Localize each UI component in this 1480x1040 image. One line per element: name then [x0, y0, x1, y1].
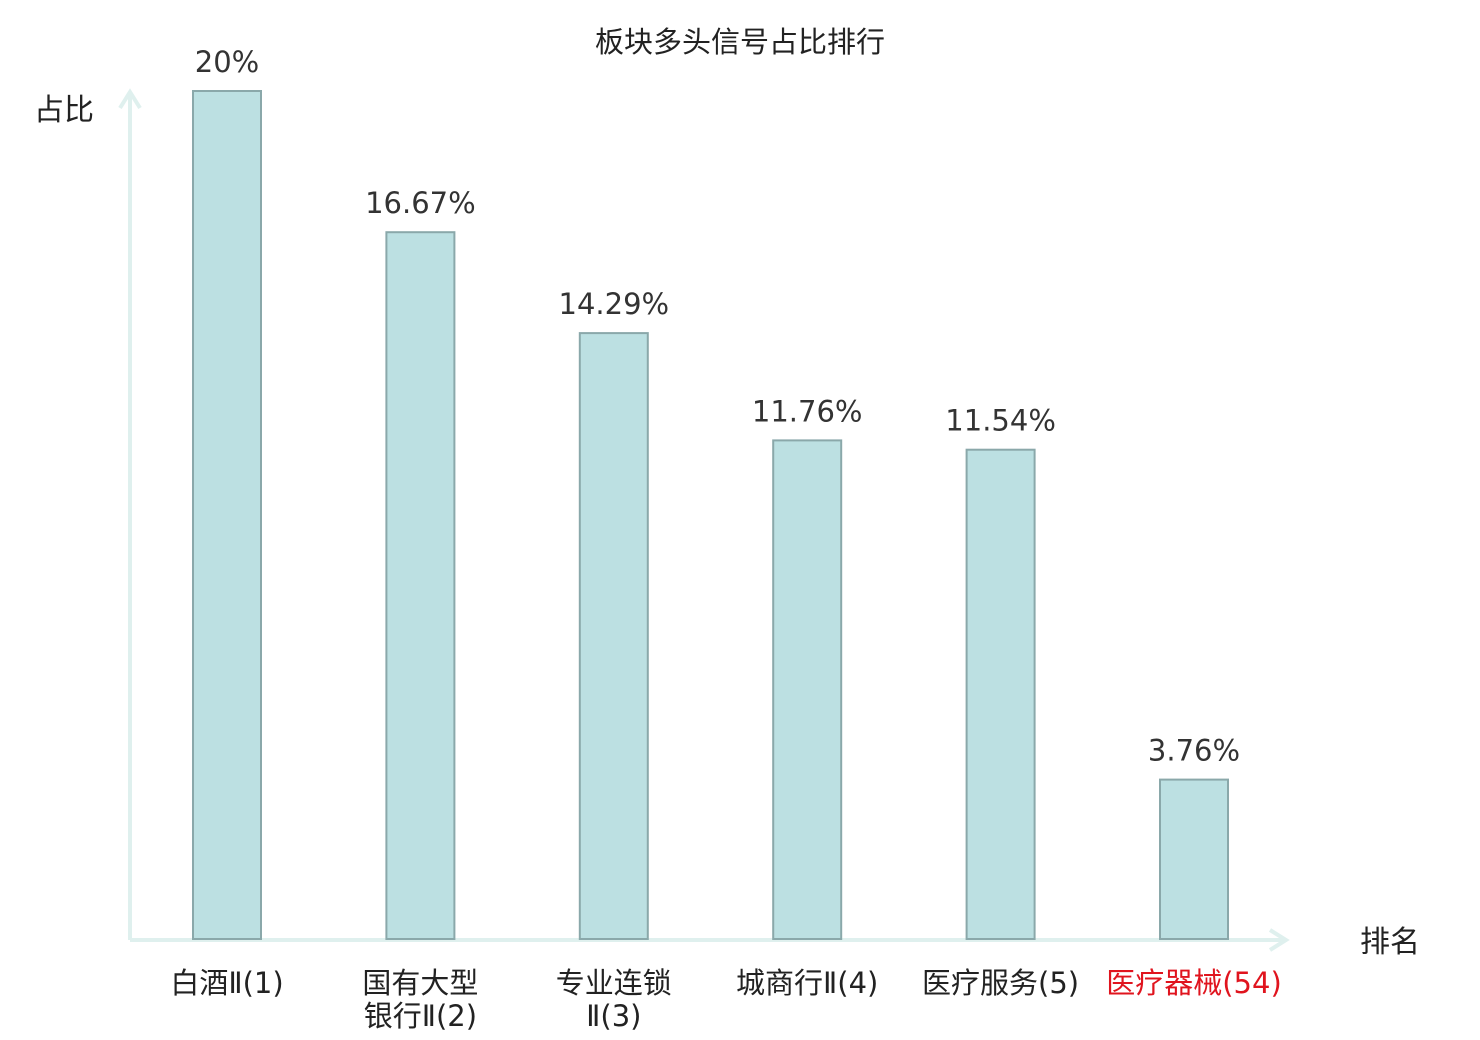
bar-3 [578, 332, 649, 941]
value-label-4: 11.76% [752, 394, 863, 428]
value-label-1: 20% [195, 45, 259, 79]
category-label-3-line-1: 专业连锁 [556, 966, 672, 1000]
category-label-4: 城商行Ⅱ(4) [736, 966, 878, 1000]
bar-6 [1159, 778, 1229, 940]
value-labels-group: 20% 16.67% 14.29% 11.76% 11.54% 3.76% [195, 45, 1240, 768]
chart-title: 板块多头信号占比排行 [595, 25, 885, 59]
bar-4 [772, 439, 843, 940]
category-label-2-line-1: 国有大型 [362, 966, 478, 1000]
category-label-3-line-2: Ⅱ(3) [586, 999, 641, 1033]
bar-5 [965, 448, 1036, 940]
y-axis-arrow [118, 88, 142, 110]
bars-group [192, 90, 1229, 941]
category-label-2-line-2: 银行Ⅱ(2) [364, 999, 477, 1033]
x-axis-arrow [1268, 928, 1290, 952]
category-label-1: 白酒Ⅱ(1) [170, 966, 283, 1000]
category-label-5: 医疗服务(5) [922, 966, 1079, 1000]
bar-2 [385, 231, 456, 940]
bar-1 [192, 90, 262, 940]
x-axis-label: 排名 [1360, 925, 1420, 960]
axes [118, 88, 1290, 952]
value-label-5: 11.54% [945, 404, 1056, 438]
category-label-6: 医疗器械(54) [1106, 966, 1282, 1000]
value-label-2: 16.67% [365, 186, 476, 220]
value-label-3: 14.29% [559, 287, 670, 321]
y-axis-label: 占比 [34, 93, 94, 128]
value-label-6: 3.76% [1148, 734, 1240, 768]
